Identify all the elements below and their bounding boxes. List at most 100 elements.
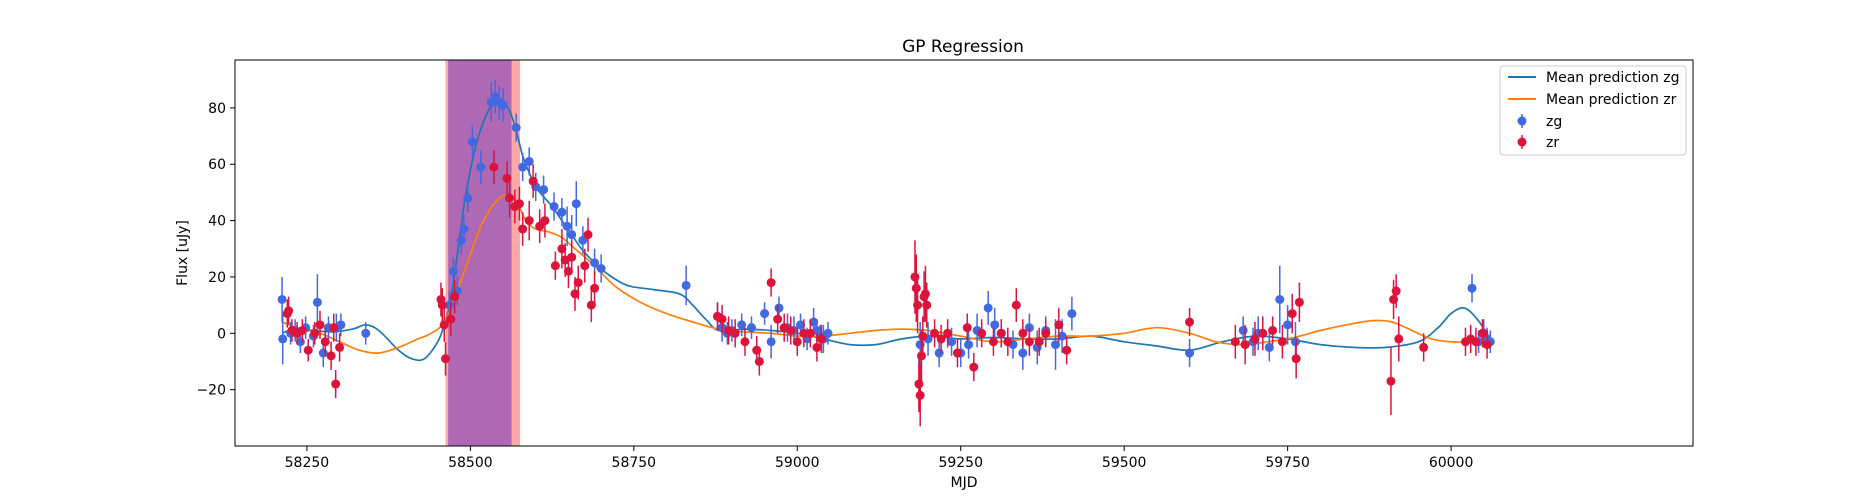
- legend-mean-zr-label: Mean prediction zr: [1546, 92, 1677, 108]
- zr-point: [535, 221, 545, 231]
- zg-point: [990, 320, 1000, 330]
- x-tick-label: 59000: [775, 455, 820, 471]
- zr-point: [315, 320, 325, 330]
- zr-point: [570, 289, 580, 299]
- zr-point: [540, 216, 550, 226]
- data-points: [277, 79, 1495, 427]
- zg-point: [539, 185, 549, 195]
- zr-point: [812, 342, 822, 352]
- zr-point: [437, 300, 447, 310]
- zg-point: [463, 193, 473, 203]
- zr-point: [1277, 337, 1287, 347]
- zr-point: [930, 328, 940, 338]
- shaded-region-zg: [448, 60, 512, 446]
- x-tick-label: 58250: [285, 455, 330, 471]
- zg-point: [278, 334, 288, 344]
- y-tick-label: 40: [208, 214, 226, 230]
- zr-point: [917, 351, 927, 361]
- zg-point: [983, 303, 993, 313]
- zr-point: [913, 300, 923, 310]
- zg-point: [571, 199, 581, 209]
- zr-point: [1482, 340, 1492, 350]
- zr-point: [320, 337, 330, 347]
- zg-point: [459, 224, 469, 234]
- y-tick-label: −20: [196, 383, 226, 399]
- zg-point: [596, 263, 606, 273]
- zr-point: [284, 306, 294, 316]
- zr-point: [489, 162, 499, 172]
- zr-point: [936, 334, 946, 344]
- zr-point: [977, 328, 987, 338]
- zr-point: [1258, 328, 1268, 338]
- zr-point: [1011, 300, 1021, 310]
- zr-point: [518, 224, 528, 234]
- zg-point: [1467, 283, 1477, 293]
- zg-point: [1018, 348, 1028, 358]
- zr-point: [1034, 337, 1044, 347]
- y-axis-label: Flux [uJy]: [175, 220, 191, 286]
- zr-point: [1185, 317, 1195, 327]
- zg-point: [1057, 331, 1067, 341]
- zr-point: [914, 379, 924, 389]
- zg-point: [511, 123, 521, 133]
- zr-point: [766, 278, 776, 288]
- zg-point: [467, 137, 477, 147]
- zg-point: [318, 348, 328, 358]
- zr-point: [754, 356, 764, 366]
- zg-point: [934, 348, 944, 358]
- zr-point: [580, 261, 590, 271]
- plot-frame: [234, 59, 1694, 447]
- zr-point: [583, 230, 593, 240]
- zr-point: [1419, 342, 1429, 352]
- zg-point: [524, 156, 534, 166]
- zr-point: [335, 342, 345, 352]
- zg-point: [796, 320, 806, 330]
- y-tick-label: 80: [208, 101, 226, 117]
- zg-point: [747, 323, 757, 333]
- zg-point: [448, 266, 458, 276]
- zr-point: [1268, 325, 1278, 335]
- zr-point: [505, 193, 515, 203]
- zr-point: [730, 328, 740, 338]
- zg-point: [1275, 294, 1285, 304]
- zr-point: [792, 337, 802, 347]
- zr-point: [586, 300, 596, 310]
- zr-point: [1003, 337, 1013, 347]
- zg-point: [1264, 342, 1274, 352]
- zr-point: [563, 266, 573, 276]
- zr-point: [816, 334, 826, 344]
- legend-mean-zg-label: Mean prediction zg: [1546, 70, 1680, 86]
- zr-point: [310, 328, 320, 338]
- x-tick-label: 59500: [1102, 455, 1147, 471]
- zr-point: [1394, 334, 1404, 344]
- zg-point: [557, 207, 567, 217]
- zr-point: [996, 328, 1006, 338]
- zr-point: [297, 325, 307, 335]
- zr-point: [446, 314, 456, 324]
- zr-point: [1250, 334, 1260, 344]
- zr-point: [717, 314, 727, 324]
- zg-point: [809, 317, 819, 327]
- y-tick-label: 0: [217, 326, 226, 342]
- zr-point: [1386, 376, 1396, 386]
- legend-zr-label: zr: [1546, 135, 1559, 151]
- y-tick-label: 20: [208, 270, 226, 286]
- legend-zg-label: zg: [1546, 114, 1562, 130]
- zg-point: [1238, 325, 1248, 335]
- line-mean-prediction-zr: [281, 194, 1491, 354]
- legend-box: [1499, 65, 1687, 156]
- zr-point: [773, 314, 783, 324]
- zr-point: [962, 323, 972, 333]
- zr-point: [1054, 320, 1064, 330]
- zr-point: [439, 320, 449, 330]
- zg-point: [774, 303, 784, 313]
- zr-point: [1230, 337, 1240, 347]
- zg-point: [760, 309, 770, 319]
- zg-point: [1283, 320, 1293, 330]
- y-axis: −20 0 20 40 60 80: [196, 101, 235, 399]
- zr-point: [331, 379, 341, 389]
- zg-point: [1185, 348, 1195, 358]
- zr-point: [1294, 297, 1304, 307]
- zr-point: [969, 362, 979, 372]
